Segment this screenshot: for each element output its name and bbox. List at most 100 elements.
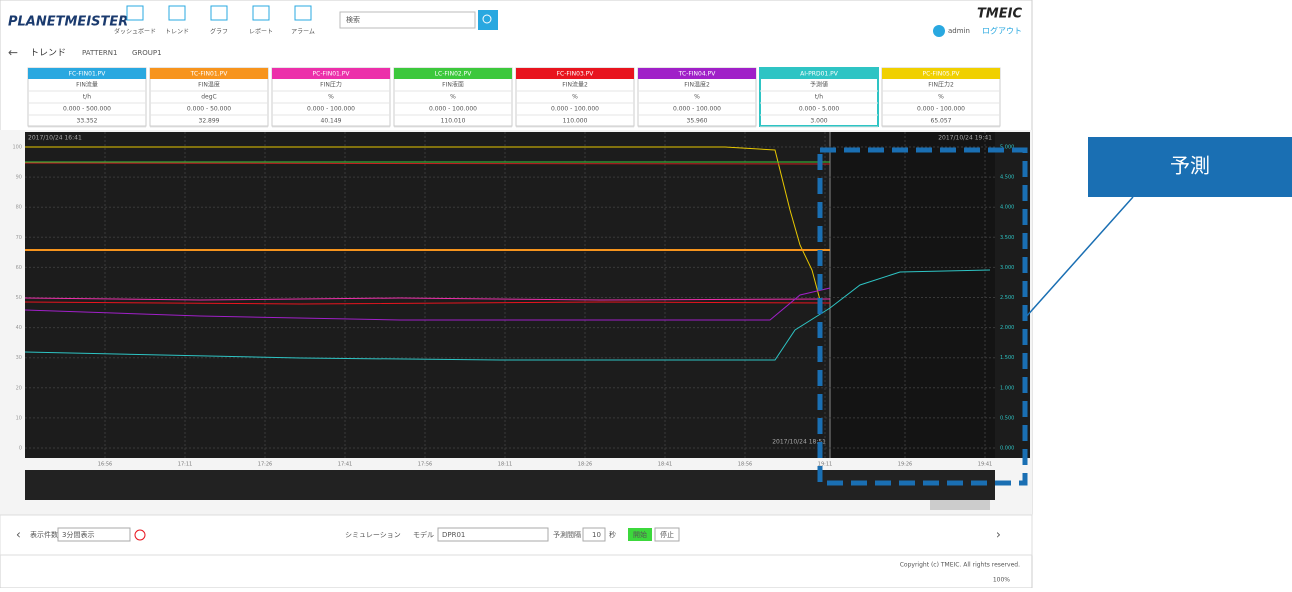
right-tick: 0.500 bbox=[1000, 415, 1014, 421]
x-label: 16:56 bbox=[98, 462, 112, 468]
x-label: 18:41 bbox=[658, 462, 672, 468]
display-select[interactable] bbox=[57, 527, 131, 542]
overview-bar[interactable] bbox=[25, 470, 995, 500]
card-header bbox=[394, 68, 512, 79]
chart-start: 2017/10/24 16:41 bbox=[28, 135, 82, 142]
card-row: 0.000 - 100.000 bbox=[917, 106, 965, 113]
right-tick: 2.000 bbox=[1000, 325, 1014, 331]
x-label: 19:41 bbox=[978, 462, 992, 468]
nav-icon[interactable] bbox=[126, 5, 144, 21]
right-tick: 2.500 bbox=[1000, 295, 1014, 301]
card-row: t/h bbox=[83, 94, 91, 101]
next[interactable]: › bbox=[996, 528, 1001, 542]
card-row: 110.000 bbox=[563, 118, 588, 125]
model-value: DPR01 bbox=[442, 531, 465, 539]
nav-label: レポート bbox=[249, 28, 273, 36]
interval-input[interactable] bbox=[582, 527, 606, 542]
stop-button[interactable] bbox=[654, 527, 680, 542]
card-row: FIN温度 bbox=[198, 81, 220, 89]
search-placeholder: 検索 bbox=[346, 15, 360, 24]
search-icon bbox=[482, 14, 492, 24]
tab[interactable]: GROUP1 bbox=[132, 49, 162, 57]
start-button[interactable] bbox=[628, 528, 652, 541]
card-row: degC bbox=[201, 94, 217, 101]
model-select[interactable] bbox=[437, 527, 549, 542]
forecast-area bbox=[830, 132, 995, 458]
search-box[interactable] bbox=[339, 11, 476, 29]
left-tick: 30 bbox=[16, 355, 22, 361]
card-row: % bbox=[938, 94, 944, 101]
x-label: 18:26 bbox=[578, 462, 592, 468]
card-row: % bbox=[572, 94, 578, 101]
card-row: 33.352 bbox=[77, 118, 98, 125]
left-tick: 60 bbox=[16, 265, 22, 271]
card-row: 40.149 bbox=[321, 118, 342, 125]
nav-icon[interactable] bbox=[168, 5, 186, 21]
card-header bbox=[150, 68, 268, 79]
card-row: 0.000 - 100.000 bbox=[551, 106, 599, 113]
nav-icon[interactable] bbox=[294, 5, 312, 21]
nav-label: アラーム bbox=[291, 29, 315, 36]
right-tick: 0.000 bbox=[1000, 446, 1014, 452]
trend-magenta bbox=[24, 297, 831, 301]
right-tick: 1.500 bbox=[1000, 355, 1014, 361]
nav-label: グラフ bbox=[210, 28, 228, 36]
search-button[interactable] bbox=[478, 10, 498, 30]
nav-label: ダッシュボード bbox=[114, 28, 156, 36]
start-label: 開始 bbox=[633, 530, 647, 539]
card-row: 110.010 bbox=[441, 118, 466, 125]
settings-icon[interactable] bbox=[134, 529, 146, 541]
right-tick: 3.000 bbox=[1000, 265, 1014, 271]
display-value: 3分間表示 bbox=[62, 530, 94, 539]
nav-icon[interactable] bbox=[252, 5, 270, 21]
x-label: 17:56 bbox=[418, 462, 432, 468]
right-tick: 3.500 bbox=[1000, 235, 1014, 241]
right-tick: 1.000 bbox=[1000, 385, 1014, 391]
interval-value: 10 bbox=[592, 531, 601, 539]
sim-label: シミュレーション bbox=[345, 531, 401, 539]
prev[interactable]: ‹ bbox=[16, 528, 21, 542]
x-label: 18:11 bbox=[498, 462, 512, 468]
page-title: トレンド bbox=[30, 49, 66, 59]
card-row: t/h bbox=[815, 94, 823, 101]
x-label: 19:11 bbox=[818, 462, 832, 468]
left-tick: 10 bbox=[16, 415, 22, 421]
model-label: モデル bbox=[413, 530, 434, 539]
card-header bbox=[882, 68, 1000, 79]
trend-red-top bbox=[24, 162, 831, 165]
tab[interactable]: PATTERN1 bbox=[82, 49, 117, 57]
right-tick: 4.000 bbox=[1000, 205, 1014, 211]
card-header bbox=[760, 68, 878, 79]
x-label: 17:41 bbox=[338, 462, 352, 468]
card-row: 35.960 bbox=[687, 118, 708, 125]
card-row: FIN流量 bbox=[76, 81, 98, 89]
card-row: 3.000 bbox=[810, 118, 827, 125]
card-row: 0.000 - 5.000 bbox=[799, 106, 840, 113]
right-tick: 5.000 bbox=[1000, 145, 1014, 151]
card-row: 0.000 - 100.000 bbox=[307, 106, 355, 113]
card-row: FIN圧力 bbox=[320, 81, 342, 89]
interval-unit: 秒 bbox=[609, 530, 616, 539]
left-tick: 90 bbox=[16, 175, 22, 181]
card-row: FIN液面 bbox=[442, 81, 464, 89]
card-row: % bbox=[328, 94, 334, 101]
left-tick: 20 bbox=[16, 385, 22, 391]
chart-end: 2017/10/24 19:41 bbox=[938, 135, 992, 142]
card-tag: LC-FIN02.PV bbox=[435, 71, 473, 78]
scroll-thumb[interactable] bbox=[930, 500, 990, 510]
left-tick: 50 bbox=[16, 295, 22, 301]
nav-icon[interactable] bbox=[210, 5, 228, 21]
card-tag: TC-FIN04.PV bbox=[678, 71, 717, 78]
brand: TMEIC bbox=[977, 7, 1023, 22]
x-label: 17:11 bbox=[178, 462, 192, 468]
trend-purple bbox=[24, 287, 831, 321]
card-row: FIN圧力2 bbox=[928, 81, 954, 89]
left-tick: 70 bbox=[16, 235, 22, 241]
zoom: 100% bbox=[993, 577, 1010, 584]
back-arrow[interactable]: ← bbox=[8, 46, 18, 60]
left-tick: 100 bbox=[12, 145, 22, 151]
card-row: 32.899 bbox=[199, 118, 220, 125]
x-label: 17:26 bbox=[258, 462, 272, 468]
logout[interactable]: ログアウト bbox=[982, 26, 1022, 36]
